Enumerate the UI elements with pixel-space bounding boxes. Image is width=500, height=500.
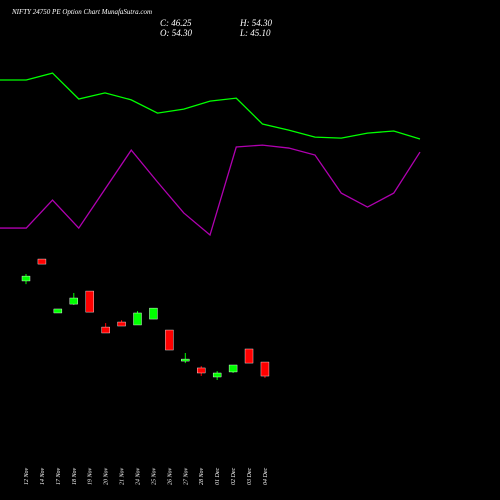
x-tick-label: 20 Nov: [104, 467, 110, 485]
x-tick-label: 19 Nov: [88, 467, 94, 485]
candle-body: [165, 329, 174, 351]
candle-body: [21, 275, 31, 282]
candle-body: [212, 372, 222, 378]
candle-body: [260, 361, 270, 377]
x-tick-label: 17 Nov: [56, 467, 62, 485]
x-tick-label: 27 Nov: [183, 467, 189, 485]
candle-body: [197, 367, 206, 374]
x-tick-label: 25 Nov: [151, 467, 157, 485]
candle-body: [244, 348, 254, 364]
x-tick-label: 03 Dec: [247, 468, 253, 485]
candle-body: [228, 364, 238, 373]
candle-body: [85, 290, 94, 313]
x-tick-label: 24 Nov: [135, 467, 142, 485]
x-tick-label: 18 Nov: [72, 467, 78, 485]
open-label: O: 54.30: [160, 28, 192, 38]
chart-title: NIFTY 24750 PE Option Chart MunafaSutra.…: [11, 8, 152, 16]
x-tick-label: 04 Dec: [262, 468, 269, 485]
candle-body: [181, 358, 190, 362]
low-label: L: 45.10: [239, 28, 271, 38]
x-tick-label: 28 Nov: [199, 467, 205, 485]
x-tick-label: 26 Nov: [167, 467, 173, 485]
close-label: C: 46.25: [160, 18, 192, 28]
candle-body: [37, 258, 47, 265]
x-tick-label: 14 Nov: [39, 467, 46, 485]
candle-body: [101, 326, 110, 334]
x-tick-label: 21 Nov: [120, 467, 126, 485]
indicator-line: [0, 72, 421, 140]
candle-body: [69, 297, 78, 305]
x-tick-label: 12 Nov: [24, 467, 30, 485]
x-tick-label: 01 Dec: [215, 468, 221, 485]
indicator-line: [0, 144, 421, 237]
high-label: H: 54.30: [239, 18, 272, 28]
candle-body: [133, 312, 142, 326]
candle-body: [117, 321, 126, 327]
candle-body: [53, 308, 63, 314]
x-tick-label: 02 Dec: [231, 468, 237, 485]
candle-body: [149, 307, 158, 320]
